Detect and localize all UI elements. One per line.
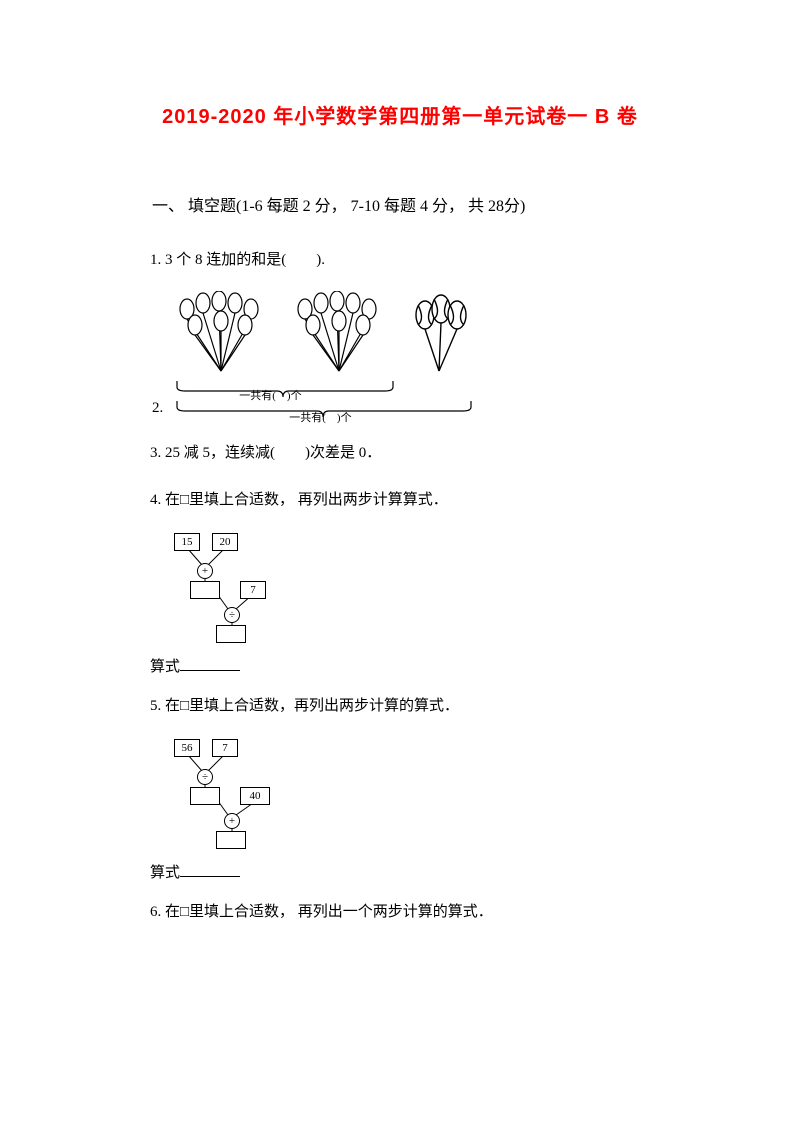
q4-box-c: 7	[240, 581, 266, 599]
balloon-bunch-2	[287, 291, 397, 381]
q4-box-a: 15	[174, 533, 200, 551]
q4-box-b: 20	[212, 533, 238, 551]
q5-box-b: 7	[212, 739, 238, 757]
balloons-figure: 一共有( )个 一共有( )个	[169, 291, 475, 423]
question-2-number: 2.	[152, 400, 163, 423]
q4-formula-label: 算式	[150, 659, 180, 675]
q4-formula-line: 算式	[150, 655, 680, 676]
q5-box-empty-1	[190, 787, 220, 805]
q4-box-empty-2	[216, 625, 246, 643]
q4-box-empty-1	[190, 581, 220, 599]
q5-box-a: 56	[174, 739, 200, 757]
q5-box-c: 40	[240, 787, 270, 805]
bracket-label-2: 一共有( )个	[289, 409, 351, 425]
question-2: 2.	[152, 291, 680, 423]
q5-box-empty-2	[216, 831, 246, 849]
section-1-header: 一、 填空题(1-6 每题 2 分， 7-10 每题 4 分， 共 28分)	[120, 189, 680, 224]
q5-formula-label: 算式	[150, 865, 180, 881]
q4-tree-diagram: 15 20 + 7 ÷	[168, 531, 680, 641]
q4-formula-blank	[180, 670, 240, 671]
question-4-text: 4. 在□里填上合适数， 再列出两步计算算式．	[150, 484, 680, 517]
exam-page: 2019-2020 年小学数学第四册第一单元试卷一 B 卷 一、 填空题(1-6…	[0, 0, 800, 1003]
balloon-bunch-3	[405, 291, 475, 381]
bracket-label-1: 一共有( )个	[239, 387, 301, 403]
q5-formula-blank	[180, 876, 240, 877]
exam-title: 2019-2020 年小学数学第四册第一单元试卷一 B 卷	[120, 100, 680, 129]
question-5-text: 5. 在□里填上合适数，再列出两步计算的算式．	[150, 690, 680, 723]
q5-formula-line: 算式	[150, 861, 680, 882]
question-6-text: 6. 在□里填上合适数， 再列出一个两步计算的算式．	[150, 896, 680, 929]
q5-tree-diagram: 56 7 ÷ 40 +	[168, 737, 680, 847]
question-1: 1. 3 个 8 连加的和是( ).	[150, 244, 680, 277]
balloon-bunch-1	[169, 291, 279, 381]
question-3: 3. 25 减 5，连续减( )次差是 0．	[150, 437, 680, 470]
